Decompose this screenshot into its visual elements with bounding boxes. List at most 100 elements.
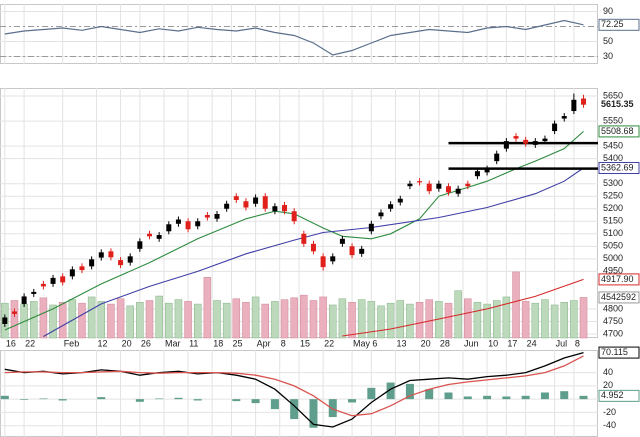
volume-bar	[184, 301, 192, 339]
volume-bar	[492, 300, 501, 339]
histogram-bar	[463, 396, 472, 400]
value-tag: 4542592	[601, 292, 636, 302]
candle-body	[166, 224, 172, 232]
volume-bar	[126, 305, 134, 339]
histogram-bar	[20, 399, 29, 400]
value-tag-box	[598, 18, 640, 31]
candle-body	[79, 266, 85, 271]
x-tick-label: 18	[213, 338, 223, 348]
value-tag: 72.25	[601, 19, 624, 29]
candle-body	[301, 233, 307, 244]
y-tick-label: 30	[603, 51, 613, 61]
volume-bar	[502, 296, 511, 339]
histogram-bar	[251, 399, 260, 404]
volume-bar	[30, 301, 38, 339]
candle-body	[320, 256, 326, 268]
candle-body	[243, 201, 249, 208]
volume-bar	[348, 302, 356, 339]
candle-body	[349, 246, 355, 256]
volume-bar	[78, 302, 86, 339]
volume-bar	[116, 298, 125, 339]
volume-bar	[329, 304, 337, 339]
histogram-bar	[290, 399, 299, 420]
histogram-bar	[193, 399, 202, 401]
candle-body	[581, 98, 587, 105]
volume-bar	[280, 299, 289, 339]
value-tag-box	[598, 291, 640, 304]
candle-body	[185, 221, 191, 230]
volume-bar	[242, 302, 250, 339]
x-tick-label: 17	[507, 338, 517, 348]
volume-bar	[531, 302, 540, 339]
candle-body	[542, 138, 548, 142]
y-tick-label: 4950	[603, 266, 623, 276]
x-tick-label: 26	[141, 338, 151, 348]
value-tag: 5362.69	[601, 162, 634, 172]
volume-bar	[367, 301, 376, 339]
candle-body	[262, 196, 268, 209]
volume-bar	[10, 300, 19, 339]
candle-body	[2, 317, 8, 324]
x-tick-label: 25	[232, 338, 242, 348]
volume-bar	[145, 300, 154, 339]
volume-bar	[483, 303, 491, 339]
candle-body	[417, 181, 423, 183]
candle-body	[137, 241, 143, 249]
candle-body	[282, 204, 288, 212]
volume-bar	[541, 299, 549, 339]
value-tag-box	[598, 389, 640, 402]
volume-bar	[49, 304, 57, 339]
candle-body	[272, 206, 278, 212]
y-tick-label: 5200	[603, 203, 623, 213]
y-tick-label: -20	[603, 407, 616, 417]
candle-body	[195, 221, 201, 227]
x-tick-label: 15	[300, 338, 310, 348]
y-tick-label: 5050	[603, 241, 623, 251]
volume-bar	[406, 303, 414, 339]
candle-body	[11, 311, 17, 314]
candle-body	[127, 256, 133, 263]
x-tick-label: 20	[421, 338, 431, 348]
x-tick-label: 12	[97, 338, 107, 348]
macd-line	[4, 351, 584, 428]
x-tick-label: 11	[189, 338, 198, 348]
volume-bar	[425, 299, 433, 339]
candle-body	[60, 276, 66, 283]
histogram-bar	[97, 397, 106, 400]
y-tick-label: 4700	[603, 328, 623, 338]
candle-body	[291, 211, 297, 222]
y-tick-label: 5150	[603, 216, 623, 226]
histogram-bar	[348, 399, 357, 403]
volume-bar	[261, 303, 269, 339]
candle-body	[359, 248, 365, 254]
histogram-bar	[367, 387, 376, 400]
candle-body	[484, 168, 490, 173]
x-tick-label: 16	[6, 338, 16, 348]
value-tag-box	[598, 346, 640, 359]
candle-body	[503, 141, 509, 149]
candle-body	[455, 188, 461, 194]
volume-bar	[174, 299, 183, 339]
volume-bar	[290, 297, 298, 339]
volume-bar	[377, 305, 385, 339]
volume-bar	[386, 302, 395, 339]
histogram-bar	[270, 399, 279, 410]
value-tag-box	[598, 273, 640, 286]
y-tick-label: -40	[603, 420, 616, 430]
histogram-bar	[0, 395, 9, 400]
volume-bar	[155, 295, 163, 339]
candle-body	[40, 283, 46, 287]
volume-bar	[396, 300, 405, 339]
volume-bar	[222, 302, 231, 339]
candle-body	[407, 183, 413, 187]
histogram-bar	[174, 397, 183, 400]
x-tick-label: 20	[122, 338, 132, 348]
y-tick-label: 4800	[603, 303, 623, 313]
candle-body	[21, 296, 27, 304]
candle-body	[233, 196, 239, 200]
y-tick-label: 4750	[603, 316, 623, 326]
moving-average	[342, 278, 584, 337]
candle-body	[426, 183, 432, 192]
volume-bar	[107, 303, 115, 339]
